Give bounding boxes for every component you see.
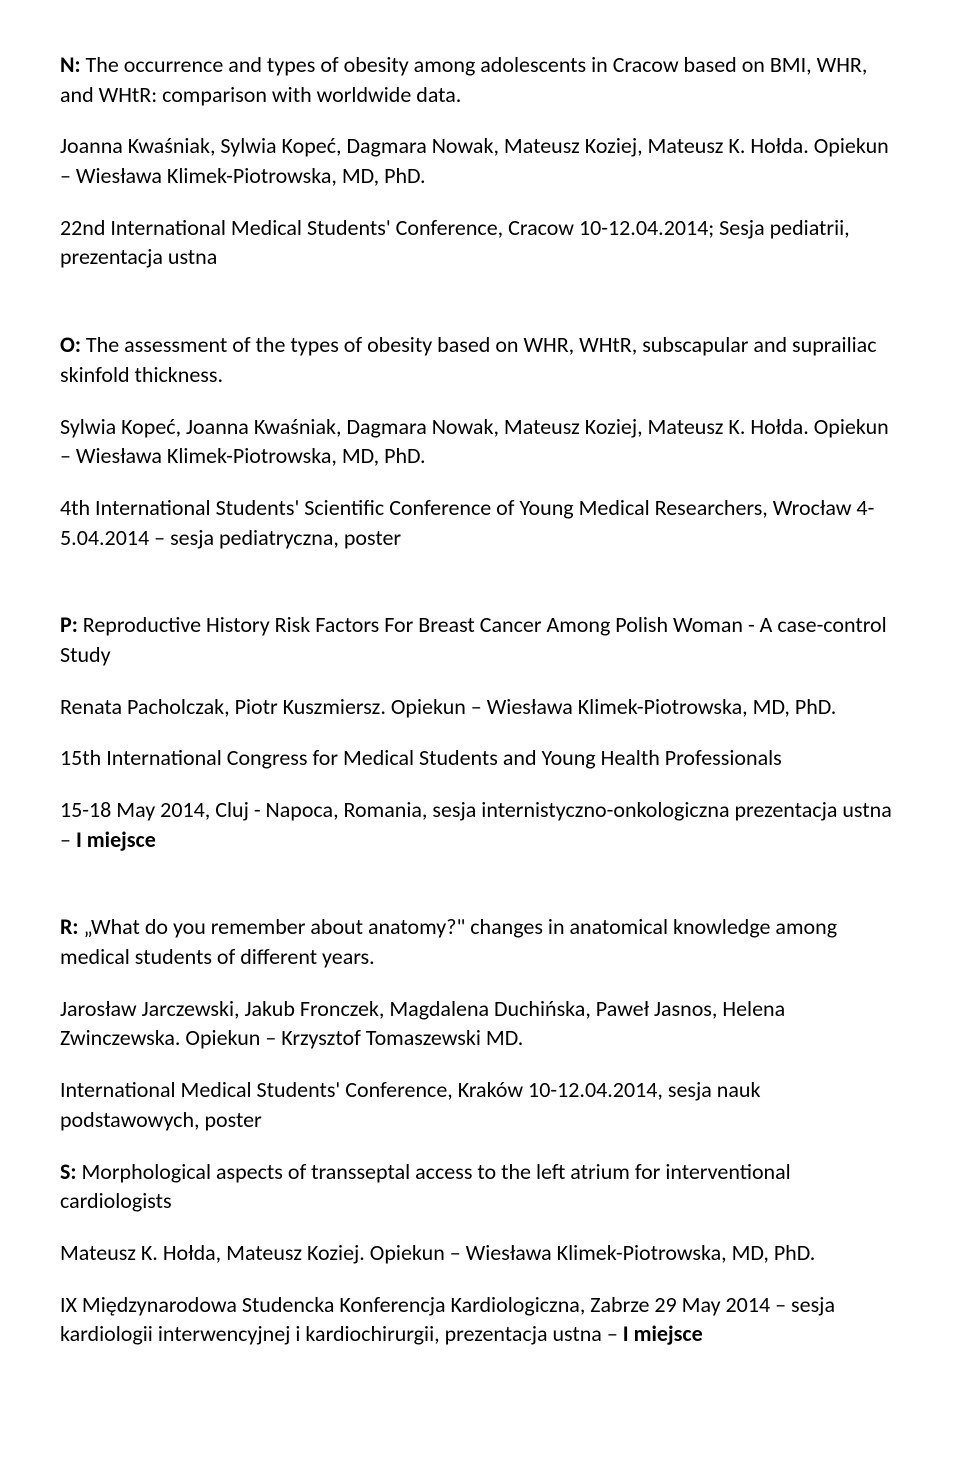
entry-p-title-line: P: Reproductive History Risk Factors For… — [60, 610, 900, 669]
entry-o-title-line: O: The assessment of the types of obesit… — [60, 330, 900, 389]
entry-s-title-line: S: Morphological aspects of transseptal … — [60, 1157, 900, 1216]
entry-s-label: S: — [60, 1158, 76, 1185]
entry-p-label: P: — [60, 611, 78, 638]
entry-p-note-bold: I miejsce — [76, 826, 156, 853]
entry-s-authors: Mateusz K. Hołda, Mateusz Koziej. Opieku… — [60, 1238, 900, 1268]
entry-r-title-line: R: „What do you remember about anatomy?"… — [60, 912, 900, 971]
entry-p-note: 15-18 May 2014, Cluj - Napoca, Romania, … — [60, 795, 900, 854]
entry-r-authors: Jarosław Jarczewski, Jakub Fronczek, Mag… — [60, 994, 900, 1053]
entry-p-title: Reproductive History Risk Factors For Br… — [60, 611, 887, 668]
entry-s-note-pre: IX Międzynarodowa Studencka Konferencja … — [60, 1291, 835, 1348]
entry-r-title: „What do you remember about anatomy?" ch… — [60, 913, 837, 970]
entry-r: R: „What do you remember about anatomy?"… — [60, 912, 900, 1134]
entry-n-title-line: N: The occurrence and types of obesity a… — [60, 50, 900, 109]
entry-p-authors: Renata Pacholczak, Piotr Kuszmiersz. Opi… — [60, 692, 900, 722]
entry-p-venue: 15th International Congress for Medical … — [60, 743, 900, 773]
entry-n: N: The occurrence and types of obesity a… — [60, 50, 900, 272]
entry-n-authors: Joanna Kwaśniak, Sylwia Kopeć, Dagmara N… — [60, 131, 900, 190]
entry-n-label: N: — [60, 51, 81, 78]
entry-s-note: IX Międzynarodowa Studencka Konferencja … — [60, 1290, 900, 1349]
entry-n-title: The occurrence and types of obesity amon… — [60, 51, 867, 108]
entry-n-venue: 22nd International Medical Students' Con… — [60, 213, 900, 272]
entry-s-note-bold: I miejsce — [623, 1320, 703, 1347]
entry-o-title: The assessment of the types of obesity b… — [60, 331, 877, 388]
entry-s: S: Morphological aspects of transseptal … — [60, 1157, 900, 1349]
entry-o-label: O: — [60, 331, 81, 358]
entry-r-venue: International Medical Students' Conferen… — [60, 1075, 900, 1134]
entry-p-note-pre: 15-18 May 2014, Cluj - Napoca, Romania, … — [60, 796, 892, 853]
entry-o: O: The assessment of the types of obesit… — [60, 330, 900, 552]
entry-p: P: Reproductive History Risk Factors For… — [60, 610, 900, 854]
entry-r-label: R: — [60, 913, 78, 940]
entry-s-title: Morphological aspects of transseptal acc… — [60, 1158, 791, 1215]
entry-o-authors: Sylwia Kopeć, Joanna Kwaśniak, Dagmara N… — [60, 412, 900, 471]
entry-o-venue: 4th International Students' Scientific C… — [60, 493, 900, 552]
